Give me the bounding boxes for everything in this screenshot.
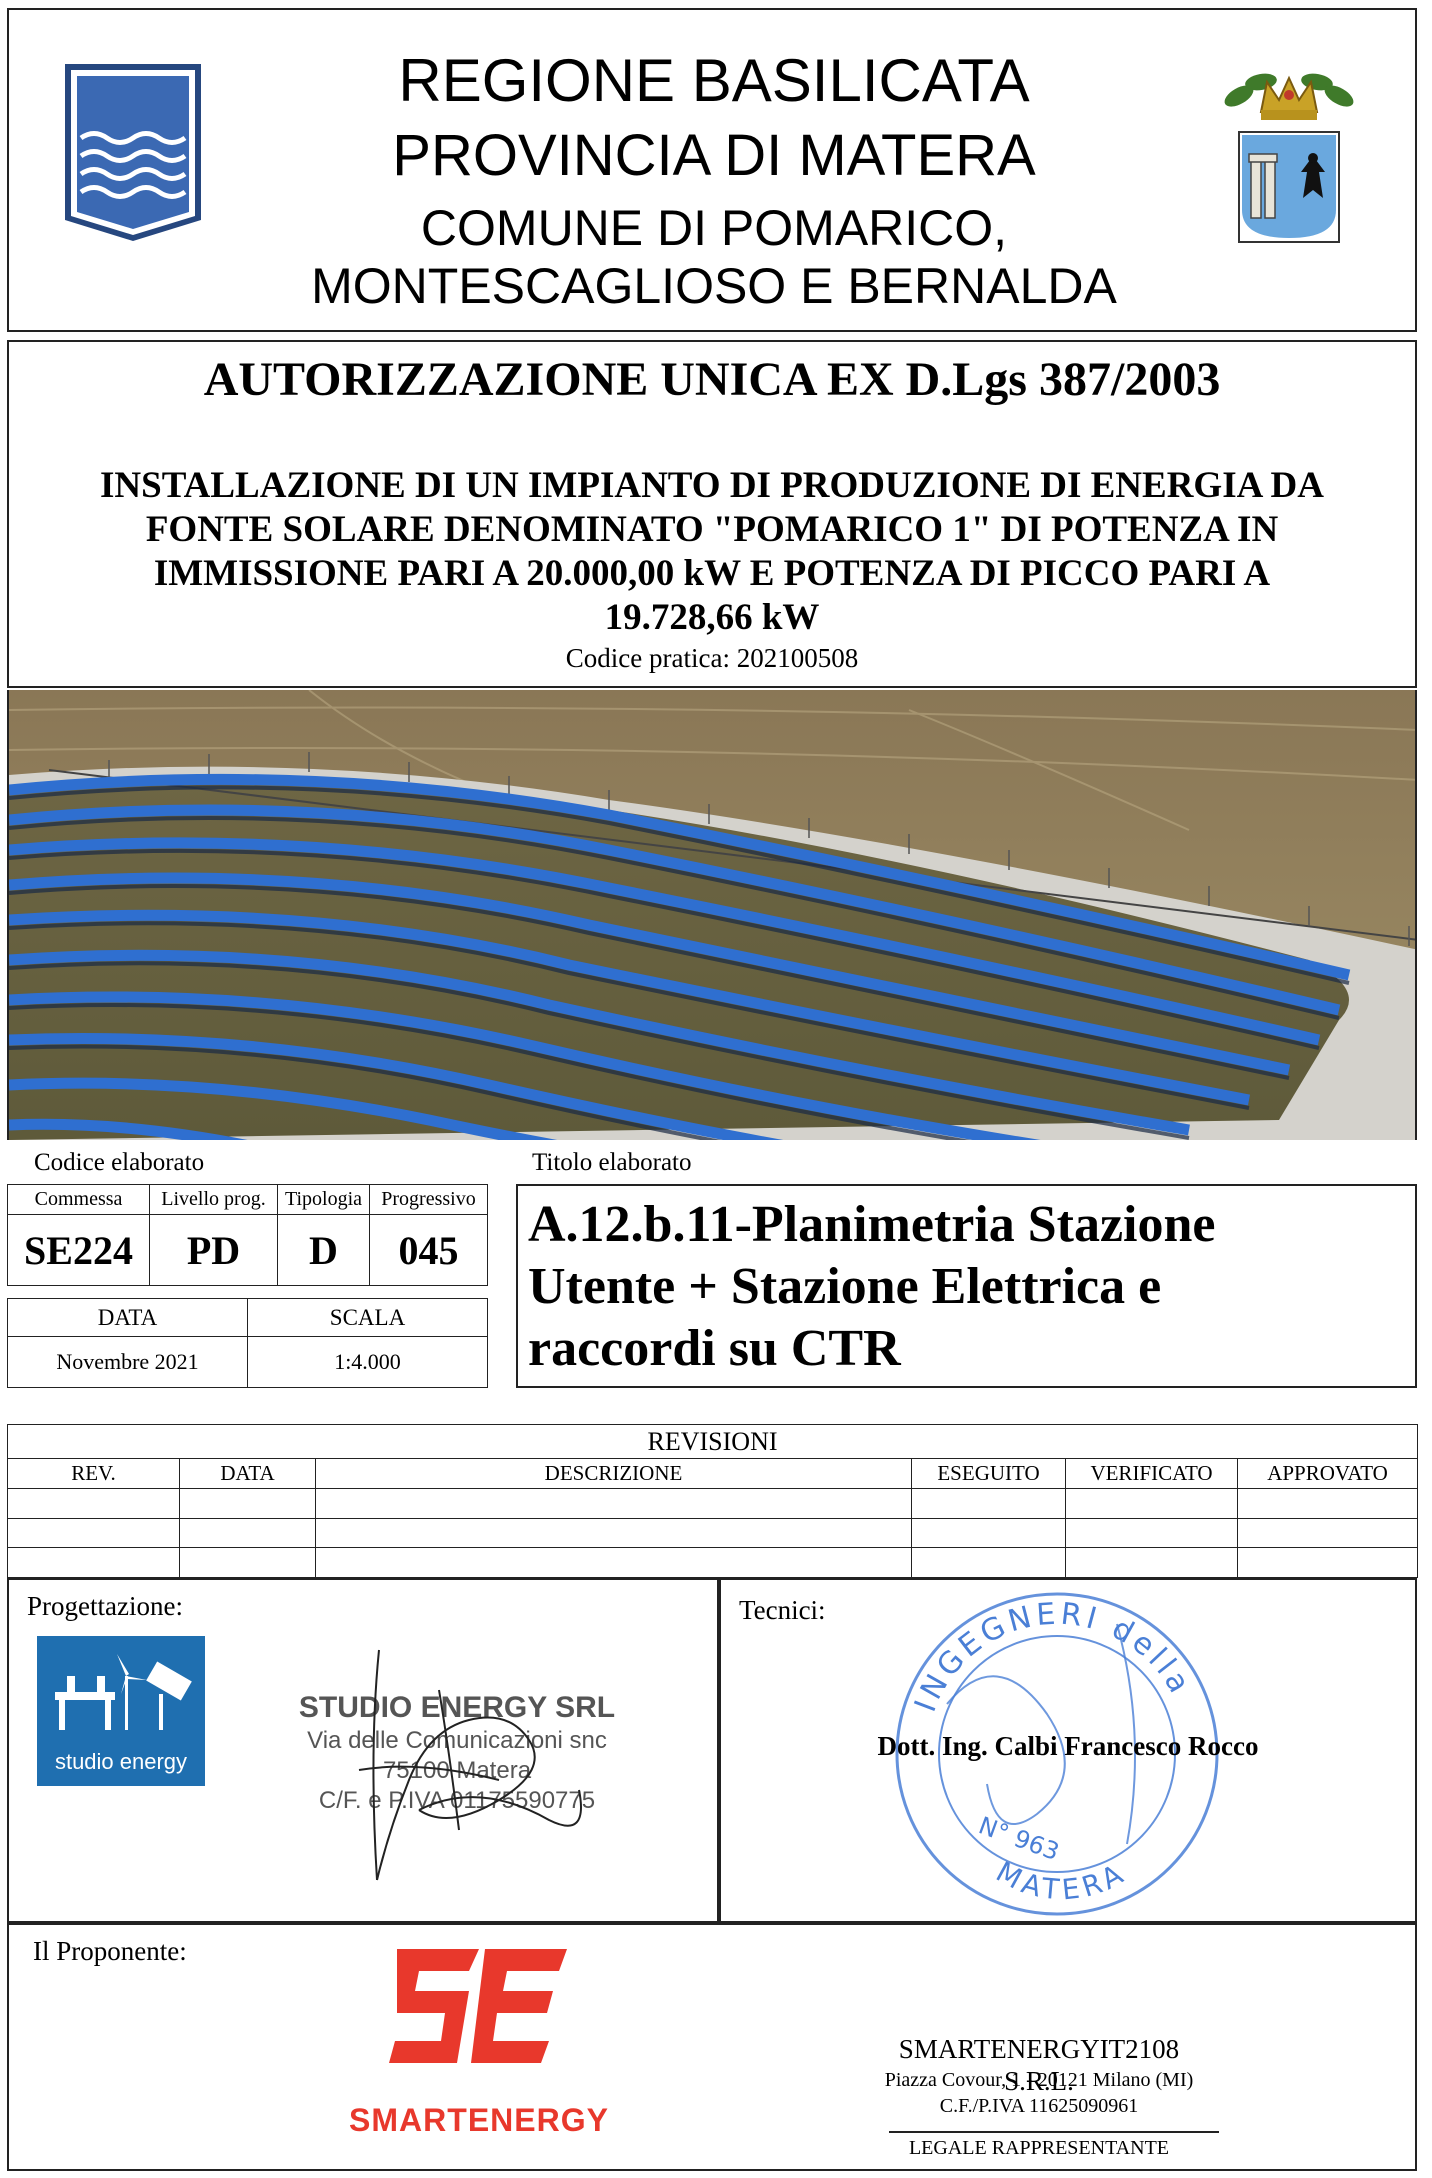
scala-header: SCALA <box>247 1298 488 1337</box>
titolo-line-2: Utente + Stazione Elettrica e <box>528 1258 1162 1315</box>
rev-column-header: REV. <box>7 1458 180 1489</box>
commessa-value: SE224 <box>7 1214 150 1286</box>
proponente-box: Il Proponente: SMARTENERGY SMARTENERGYIT… <box>7 1923 1417 2171</box>
matera-crest-icon <box>1209 60 1369 255</box>
data-value: Novembre 2021 <box>7 1336 248 1388</box>
technician-name: Dott. Ing. Calbi Francesco Rocco <box>877 1731 1259 1761</box>
proponente-address: Piazza Covour, 1 - 20121 Milano (MI) <box>884 2069 1194 2091</box>
header-line-4: MONTESCAGLIOSO E BERNALDA <box>311 258 1117 314</box>
header-line-3: COMUNE DI POMARICO, <box>420 200 1008 256</box>
progettazione-label: Progettazione: <box>27 1591 183 1621</box>
smartenergy-se-logo-icon <box>389 1949 567 2063</box>
seal-number: N° 963 <box>975 1811 1063 1866</box>
data-column-header: DATA <box>179 1458 316 1489</box>
scala-value: 1:4.000 <box>247 1336 488 1388</box>
project-description-line-2: FONTE SOLARE DENOMINATO "POMARICO 1" DI … <box>145 509 1279 550</box>
authorization-title: AUTORIZZAZIONE UNICA EX D.Lgs 387/2003 <box>203 353 1221 406</box>
studio-energy-logo: studio energy <box>37 1636 205 1786</box>
table-row <box>7 1547 1419 1578</box>
progettazione-box: Progettazione: studio energy STUDIO ENER… <box>7 1578 719 1923</box>
studio-energy-logo-text: studio energy <box>54 1749 188 1774</box>
smartenergy-logo-text: SMARTENERGY <box>349 2102 609 2138</box>
verificato-column-header: VERIFICATO <box>1065 1458 1238 1489</box>
studio-energy-stamp-address: Via delle Comunicazioni snc <box>307 1727 607 1754</box>
basilicata-emblem-icon <box>59 60 207 245</box>
engineers-seal-icon: INGEGNERI della MATERA N° 963 <box>895 1592 1219 1916</box>
commessa-header: Commessa <box>7 1184 150 1215</box>
project-description-line-3: IMMISSIONE PARI A 20.000,00 kW E POTENZA… <box>153 553 1271 594</box>
livello-prog-header: Livello prog. <box>149 1184 278 1215</box>
revisioni-title: REVISIONI <box>6 1424 1419 1459</box>
titolo-elaborato-label: Titolo elaborato <box>532 1149 692 1176</box>
signature-line <box>889 2131 1219 2133</box>
studio-energy-stamp-name: STUDIO ENERGY SRL <box>298 1691 616 1724</box>
titolo-line-1: A.12.b.11-Planimetria Stazione <box>528 1196 1216 1253</box>
data-header: DATA <box>7 1298 248 1337</box>
codice-elaborato-label: Codice elaborato <box>34 1149 205 1176</box>
header-box: REGIONE BASILICATA PROVINCIA DI MATERA C… <box>7 8 1417 332</box>
descrizione-column-header: DESCRIZIONE <box>315 1458 912 1489</box>
livello-prog-value: PD <box>149 1214 278 1286</box>
approvato-column-header: APPROVATO <box>1236 1458 1419 1489</box>
legale-rappresentante-label: LEGALE RAPPRESENTANTE <box>908 2137 1170 2159</box>
proponente-piva: C.F./P.IVA 11625090961 <box>939 2095 1139 2117</box>
svg-text:MATERA: MATERA <box>991 1855 1133 1906</box>
seal-bottom-text: MATERA <box>991 1855 1128 1906</box>
titolo-line-3: raccordi su CTR <box>528 1320 901 1377</box>
data-scala-table: DATA SCALA Novembre 2021 1:4.000 <box>7 1298 488 1388</box>
header-line-1: REGIONE BASILICATA <box>398 47 1030 114</box>
tecnici-box: Tecnici: INGEGNERI della MATERA N° 963 D… <box>719 1578 1417 1923</box>
wind-turbine-icon <box>55 1654 192 1730</box>
tipologia-value: D <box>277 1214 370 1286</box>
project-description-line-4: 19.728,66 kW <box>604 597 820 638</box>
eseguito-column-header: ESEGUITO <box>911 1458 1066 1489</box>
titolo-elaborato-box: A.12.b.11-Planimetria Stazione Utente + … <box>516 1184 1417 1388</box>
table-row <box>7 1517 1419 1549</box>
proponente-label: Il Proponente: <box>33 1936 187 1966</box>
proponente-company: SMARTENERGYIT2108 S.R.L. <box>898 2034 1180 2096</box>
tecnici-label: Tecnici: <box>739 1595 826 1625</box>
codice-pratica: Codice pratica: 202100508 <box>565 643 859 673</box>
revisioni-table: REVISIONI REV. DATA DESCRIZIONE ESEGUITO… <box>6 1424 1419 1578</box>
project-description-line-1: INSTALLAZIONE DI UN IMPIANTO DI PRODUZIO… <box>100 465 1324 506</box>
solar-farm-photo <box>7 690 1417 1140</box>
signature-icon <box>358 1649 582 1881</box>
progressivo-value: 045 <box>369 1214 488 1286</box>
authorization-box: AUTORIZZAZIONE UNICA EX D.Lgs 387/2003 I… <box>7 340 1417 688</box>
codice-elaborato-table: Commessa Livello prog. Tipologia Progres… <box>7 1184 488 1286</box>
tipologia-header: Tipologia <box>277 1184 370 1215</box>
table-row <box>7 1488 1419 1519</box>
progressivo-header: Progressivo <box>369 1184 488 1215</box>
header-line-2: PROVINCIA DI MATERA <box>392 123 1036 188</box>
